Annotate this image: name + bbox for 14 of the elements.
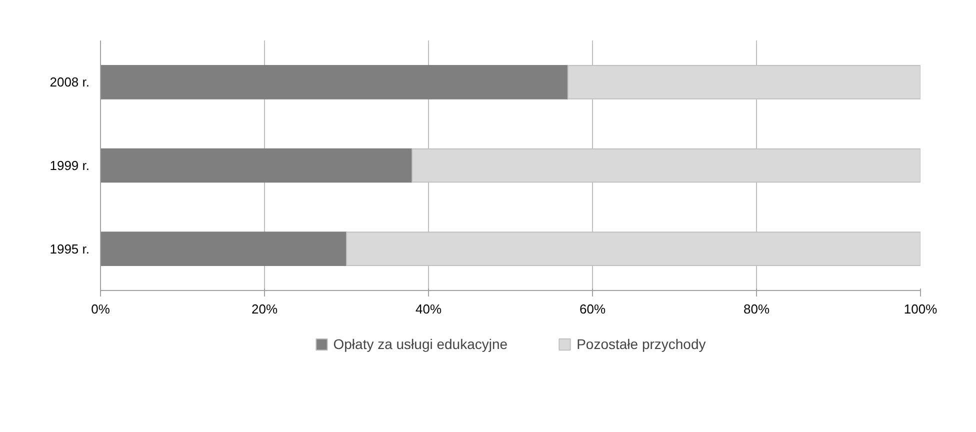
legend-label: Pozostałe przychody <box>576 336 706 352</box>
y-tick-label: 2008 r. <box>50 74 90 90</box>
bar <box>100 148 413 183</box>
x-tick-label: 20% <box>251 302 278 316</box>
x-tick-label: 0% <box>91 302 110 316</box>
bar <box>100 232 347 266</box>
bar <box>100 65 568 100</box>
y-tick-label: 1995 r. <box>50 241 90 256</box>
y-tick-label: 1999 r. <box>50 158 90 173</box>
x-tick-label: 80% <box>743 302 770 316</box>
x-tick-label: 60% <box>579 302 606 316</box>
x-tick-label: 40% <box>415 302 442 316</box>
x-tick-label: 100% <box>904 302 938 316</box>
legend-label: Opłaty za usługi edukacyjne <box>333 336 508 352</box>
